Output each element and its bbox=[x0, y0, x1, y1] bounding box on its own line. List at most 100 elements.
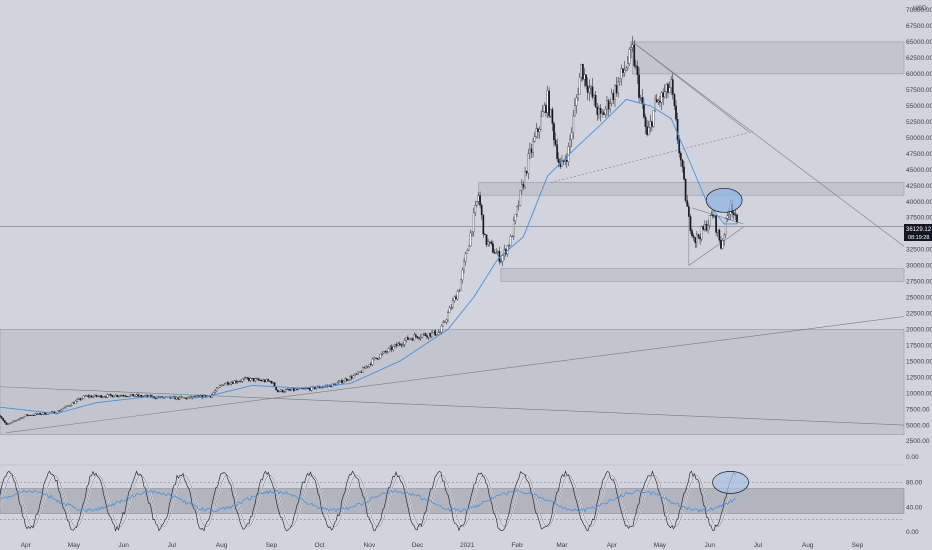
candle-body-2020-09-22 bbox=[304, 388, 306, 390]
candle-body-2020-08-12 bbox=[238, 381, 241, 383]
candle-body-2020-10-31 bbox=[366, 366, 369, 368]
candle-body-2020-06-07 bbox=[132, 393, 135, 397]
indicator-tick-40.00: 40.00 bbox=[906, 504, 923, 511]
price-tick-12500.00: 12500.00 bbox=[906, 374, 932, 381]
candle-body-2020-09-04 bbox=[275, 386, 278, 391]
candle-body-2020-03-20 bbox=[5, 422, 8, 425]
candle-body-2021-02-26 bbox=[556, 144, 559, 160]
candle-body-2020-03-27 bbox=[16, 419, 19, 421]
price-tick-15000.00: 15000.00 bbox=[906, 358, 932, 365]
candle-body-2020-11-10 bbox=[382, 351, 385, 354]
candle-body-2021-02-11 bbox=[532, 141, 534, 153]
candle-body-2021-01-14 bbox=[487, 241, 489, 245]
candle-body-2020-12-12 bbox=[434, 330, 436, 336]
candle-body-2020-11-30 bbox=[415, 334, 417, 337]
candle-body-2021-06-07 bbox=[718, 229, 721, 241]
candle-body-2020-08-19 bbox=[249, 378, 252, 381]
candle-body-2020-08-27 bbox=[262, 379, 265, 382]
candle-body-2020-08-28 bbox=[264, 379, 266, 383]
candle-body-2020-12-31 bbox=[464, 253, 467, 262]
candle-body-2021-04-05 bbox=[617, 81, 620, 94]
candle-body-2021-05-12 bbox=[676, 118, 679, 141]
candle-body-2020-04-14 bbox=[45, 414, 48, 415]
price-tick-50000.00: 50000.00 bbox=[906, 135, 932, 142]
candle-body-2021-03-07 bbox=[570, 132, 573, 140]
candle-body-2021-01-19 bbox=[495, 252, 498, 254]
candle-body-2020-12-13 bbox=[435, 334, 438, 336]
candle-body-2020-03-26 bbox=[15, 420, 17, 422]
candle-body-2021-02-15 bbox=[538, 129, 541, 132]
candle-body-2021-05-26 bbox=[699, 237, 701, 240]
candle-body-2021-01-13 bbox=[485, 234, 488, 245]
candle-body-2020-11-29 bbox=[413, 334, 416, 341]
candle-body-2020-12-05 bbox=[423, 333, 425, 335]
price-tick-57500.00: 57500.00 bbox=[906, 87, 932, 94]
price-tick-70000.00: 70000.00 bbox=[906, 7, 932, 14]
candle-body-2020-10-12 bbox=[336, 382, 339, 386]
candle-body-2020-10-17 bbox=[344, 378, 347, 382]
candle-body-2021-05-30 bbox=[705, 224, 708, 231]
candle-body-2020-04-25 bbox=[63, 407, 66, 409]
candle-body-2020-10-13 bbox=[337, 381, 340, 384]
candle-body-2021-03-14 bbox=[582, 64, 584, 80]
candle-body-2020-04-08 bbox=[36, 413, 38, 415]
candle-body-2021-06-09 bbox=[721, 240, 724, 249]
candle-body-2021-05-02 bbox=[660, 92, 663, 103]
annotations bbox=[705, 187, 743, 213]
candle-body-2021-06-12 bbox=[726, 215, 729, 219]
candle-body-2020-09-25 bbox=[309, 388, 311, 391]
candle-body-2021-04-13 bbox=[630, 47, 632, 50]
candle-body-2020-08-03 bbox=[223, 383, 226, 386]
candle-body-2021-05-06 bbox=[667, 83, 669, 93]
candle-body-2021-05-19 bbox=[687, 206, 690, 217]
candle-body-2021-02-07 bbox=[525, 171, 528, 174]
candle-body-2020-10-20 bbox=[349, 376, 351, 381]
candle-body-2021-02-25 bbox=[554, 139, 557, 145]
candle-body-2021-06-17 bbox=[734, 214, 737, 216]
candle-body-2020-08-18 bbox=[248, 378, 250, 381]
price-tick-42500.00: 42500.00 bbox=[906, 183, 932, 190]
price-tick-62500.00: 62500.00 bbox=[906, 55, 932, 62]
candle-body-2021-01-31 bbox=[514, 214, 517, 221]
candle-body-2021-03-03 bbox=[564, 160, 567, 162]
candle-body-2021-05-25 bbox=[697, 234, 700, 238]
candle-body-2020-12-22 bbox=[450, 307, 453, 309]
candle-body-2021-02-24 bbox=[553, 123, 555, 141]
candle-body-2020-05-03 bbox=[76, 399, 78, 402]
time-tick-14: Jun bbox=[704, 542, 715, 549]
candle-body-2020-03-29 bbox=[20, 417, 22, 419]
candle-body-2021-02-27 bbox=[557, 158, 560, 163]
candle-body-2021-01-22 bbox=[500, 261, 502, 263]
candle-body-2020-10-10 bbox=[333, 383, 335, 385]
candle-body-2020-12-28 bbox=[459, 279, 462, 291]
candle-body-2021-01-28 bbox=[509, 236, 512, 246]
candle-body-2020-12-25 bbox=[455, 296, 457, 300]
candle-body-2021-04-24 bbox=[647, 127, 650, 135]
candle-body-2020-11-17 bbox=[394, 344, 396, 347]
stoch-d-line bbox=[0, 474, 737, 528]
candle-body-2020-09-29 bbox=[315, 387, 318, 390]
candle-body-2021-03-06 bbox=[569, 139, 571, 147]
candle-body-2020-05-23 bbox=[108, 394, 111, 396]
candle-body-2021-04-27 bbox=[652, 110, 655, 127]
candle-body-2020-05-28 bbox=[116, 394, 119, 397]
candle-body-2021-01-03 bbox=[469, 232, 472, 247]
price-tick-22500.00: 22500.00 bbox=[906, 311, 932, 318]
candle-body-2021-02-02 bbox=[517, 205, 520, 207]
candle-body-2021-05-17 bbox=[684, 178, 687, 201]
candle-body-2020-10-23 bbox=[354, 373, 356, 376]
candle-body-2021-02-17 bbox=[541, 111, 544, 117]
candle-body-2020-04-11 bbox=[40, 414, 43, 415]
candle-body-2020-08-13 bbox=[240, 381, 242, 382]
candle-body-2021-05-23 bbox=[694, 237, 697, 243]
candle-body-2020-05-11 bbox=[89, 395, 91, 398]
candle-body-2020-11-05 bbox=[374, 357, 377, 359]
last-price-box bbox=[904, 224, 932, 241]
candle-body-2021-03-20 bbox=[591, 86, 594, 98]
price-tick-47500.00: 47500.00 bbox=[906, 151, 932, 158]
candle-body-2020-07-10 bbox=[185, 397, 188, 400]
candle-body-2020-12-26 bbox=[456, 291, 459, 300]
candle-body-2020-11-03 bbox=[371, 358, 374, 365]
candle-body-2020-07-31 bbox=[219, 385, 221, 388]
